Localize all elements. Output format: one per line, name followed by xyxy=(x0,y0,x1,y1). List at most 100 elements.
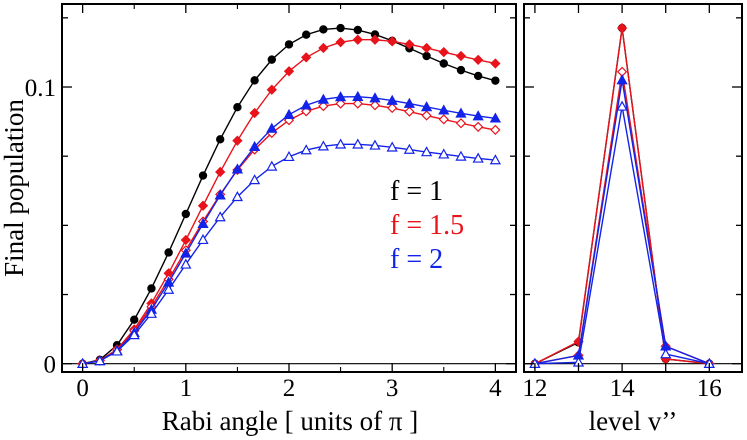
data-point xyxy=(472,110,484,121)
data-point xyxy=(181,209,191,219)
data-point xyxy=(489,154,501,165)
data-point xyxy=(473,54,484,66)
data-point xyxy=(456,65,466,75)
x-tick-label: 3 xyxy=(386,375,399,402)
data-point xyxy=(248,174,261,185)
data-point xyxy=(616,74,628,85)
data-point xyxy=(334,91,347,102)
data-point xyxy=(473,71,483,81)
data-point xyxy=(267,55,276,64)
data-point xyxy=(317,93,330,104)
data-point xyxy=(472,152,484,163)
right-plot-frame xyxy=(523,3,743,373)
data-point xyxy=(180,234,191,246)
data-point xyxy=(214,189,226,200)
data-point xyxy=(438,46,449,58)
data-point xyxy=(660,348,672,359)
data-point xyxy=(336,23,345,33)
legend-entry-f1: f = 1 xyxy=(390,176,443,207)
data-point xyxy=(455,150,467,161)
x-tick-label: 1 xyxy=(180,375,193,402)
x-tick-label: 2 xyxy=(283,375,296,402)
legend-entry-f15: f = 1.5 xyxy=(390,210,464,241)
data-point xyxy=(197,200,209,211)
data-point xyxy=(421,110,432,121)
data-point xyxy=(145,307,158,318)
data-point xyxy=(317,140,330,151)
data-point xyxy=(404,106,415,117)
left-xlabel: Rabi angle [ units of π ] xyxy=(162,406,419,436)
series-3 xyxy=(529,66,715,369)
data-point xyxy=(214,211,226,222)
data-point xyxy=(352,90,364,101)
data-point xyxy=(319,25,328,34)
data-point xyxy=(352,138,364,149)
data-point xyxy=(438,104,450,115)
series-line xyxy=(534,79,710,365)
data-point xyxy=(404,39,415,50)
series-5 xyxy=(529,100,715,368)
data-point xyxy=(266,122,278,133)
y-tick-label: 0 xyxy=(44,352,57,379)
data-point xyxy=(369,139,381,150)
data-point xyxy=(616,22,628,34)
data-point xyxy=(283,66,295,77)
data-point xyxy=(455,118,467,129)
data-point xyxy=(455,107,467,118)
data-point xyxy=(130,315,139,324)
data-point xyxy=(439,59,448,68)
x-tick-label: 4 xyxy=(489,375,502,402)
data-point xyxy=(284,40,294,49)
data-point xyxy=(128,329,140,340)
data-point xyxy=(198,171,208,180)
data-point xyxy=(420,146,433,157)
data-point xyxy=(421,42,432,54)
data-point xyxy=(318,42,329,54)
data-point xyxy=(335,37,346,48)
data-point xyxy=(283,150,295,162)
x-tick-label: 16 xyxy=(697,375,722,402)
data-point xyxy=(249,107,260,119)
data-point xyxy=(231,191,244,202)
right-panel: 12 14 16 level v’’ xyxy=(522,3,743,436)
data-point xyxy=(283,108,295,119)
data-point xyxy=(147,284,156,293)
data-point xyxy=(248,140,261,152)
data-point xyxy=(489,112,501,123)
data-point xyxy=(352,34,363,45)
data-point xyxy=(233,103,242,112)
legend: f = 1 f = 1.5 f = 2 xyxy=(390,176,464,275)
x-tick-label: 14 xyxy=(610,375,636,402)
data-point xyxy=(111,345,123,356)
data-point xyxy=(216,135,225,144)
left-ylabel: Final population xyxy=(0,99,29,277)
series-5 xyxy=(77,138,501,368)
data-point xyxy=(352,98,363,109)
data-point xyxy=(301,52,312,63)
data-point xyxy=(266,160,278,171)
data-point xyxy=(180,258,192,269)
data-point xyxy=(387,36,398,47)
series-4 xyxy=(529,74,715,368)
data-point xyxy=(387,102,398,114)
data-point xyxy=(300,144,312,155)
data-point xyxy=(266,84,277,95)
data-point xyxy=(490,58,501,69)
data-point xyxy=(197,233,209,245)
left-plot-frame xyxy=(61,3,517,373)
data-point xyxy=(94,355,106,366)
series-line xyxy=(534,106,710,365)
data-point xyxy=(386,141,398,152)
data-point xyxy=(455,50,467,62)
data-point xyxy=(438,114,449,125)
data-point xyxy=(232,135,243,146)
data-point xyxy=(422,51,431,61)
data-point xyxy=(369,100,381,111)
data-point xyxy=(473,121,484,132)
data-point xyxy=(162,283,175,294)
data-point xyxy=(403,143,416,154)
data-point xyxy=(180,247,192,258)
data-point xyxy=(369,92,381,103)
series-line xyxy=(534,71,710,365)
